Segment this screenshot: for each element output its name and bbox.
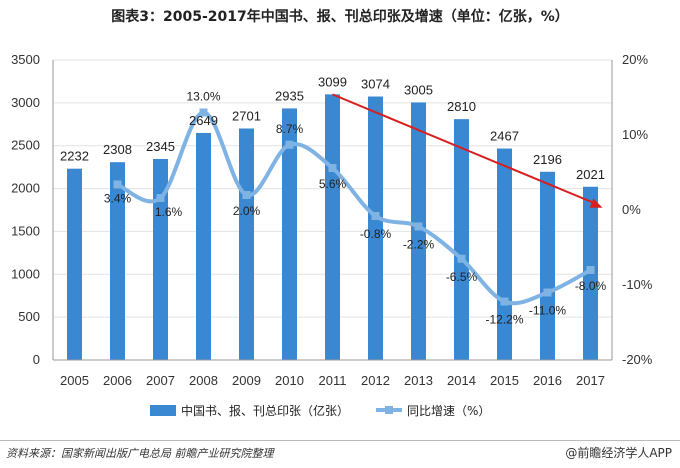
x-tick-label: 2009: [232, 373, 261, 388]
growth-rate-label: -12.2%: [485, 313, 523, 327]
chart: 2232 2308 2345 2649 2701 2935 3099 3074 3005 2810…: [11, 52, 653, 418]
legend-bar-swatch: [150, 405, 176, 416]
growth-rate-marker: [500, 297, 509, 306]
legend-bar-label: 中国书、报、刊总印张（亿张）: [181, 403, 349, 418]
bar-value-label: 2810: [447, 99, 476, 114]
growth-rate-marker: [113, 180, 122, 189]
growth-rate-marker: [328, 164, 337, 172]
growth-rate-label: -11.0%: [529, 304, 566, 318]
legend-line-marker: [385, 406, 393, 414]
bar: [325, 94, 340, 360]
growth-rate-marker: [414, 222, 423, 231]
x-tick-label: 2016: [533, 373, 562, 388]
growth-rate-marker: [285, 140, 294, 149]
trend-arrow-head: [589, 198, 603, 208]
growth-rate-label: 8.7%: [276, 122, 304, 136]
bar-value-label: 3074: [361, 77, 390, 92]
trend-arrow: [332, 93, 594, 204]
brand-credit: @前瞻经济学人APP: [565, 446, 672, 460]
legend-line-label: 同比增速（%）: [407, 404, 490, 418]
bar-value-label: 2308: [103, 142, 132, 157]
y-left-tick-label: 500: [18, 309, 40, 324]
footer-divider: [0, 440, 680, 441]
bar: [497, 148, 512, 360]
growth-rate-marker: [242, 191, 251, 199]
x-tick-label: 2005: [60, 373, 89, 388]
bar-value-label: 2649: [189, 113, 218, 128]
growth-rate-label: -6.5%: [446, 270, 478, 284]
bar-value-label: 3005: [404, 82, 433, 97]
bar-value-label: 2345: [146, 139, 175, 154]
bar: [196, 132, 211, 360]
growth-rate-label: 13.0%: [186, 90, 220, 104]
y-right-tick-label: -10%: [622, 277, 653, 292]
bar: [454, 119, 469, 361]
footer: 资料来源：国家新闻出版广电总局 前瞻产业研究院整理 @前瞻经济学人APP: [0, 440, 680, 468]
growth-rate-marker: [586, 266, 595, 274]
source-note: 资料来源：国家新闻出版广电总局 前瞻产业研究院整理: [6, 447, 274, 460]
bar: [110, 162, 125, 360]
growth-rate-label: -2.2%: [403, 238, 435, 252]
y-left-tick-label: 3000: [11, 95, 40, 110]
x-tick-label: 2017: [576, 373, 605, 388]
growth-rate-marker: [371, 212, 380, 220]
bar: [239, 128, 254, 360]
bar-value-label: 2021: [576, 167, 605, 182]
growth-rate-label: 5.6%: [319, 177, 347, 191]
growth-rate-marker: [543, 288, 552, 297]
growth-rate-label: 1.6%: [155, 205, 183, 219]
y-right-tick-label: 20%: [622, 52, 648, 67]
chart-title: 图表3：2005-2017年中国书、报、刊总印张及增速（单位：亿张，%）: [111, 9, 569, 25]
growth-rate-marker: [457, 254, 466, 263]
x-tick-label: 2008: [189, 373, 218, 388]
y-left-tick-label: 3500: [11, 52, 40, 67]
bar-value-label: 2701: [232, 108, 261, 123]
y-right-tick-label: 0%: [622, 202, 641, 217]
y-left-tick-label: 1500: [11, 223, 40, 238]
bar-value-label: 2467: [490, 129, 519, 144]
x-tick-label: 2013: [404, 373, 433, 388]
bar-value-label: 2196: [533, 152, 562, 167]
bar-value-label: 3099: [318, 74, 347, 89]
x-tick-label: 2012: [361, 373, 390, 388]
bar: [411, 102, 426, 360]
growth-rate-label: -8.0%: [575, 279, 607, 293]
bar: [67, 168, 82, 360]
y-left-tick-label: 2500: [11, 138, 40, 153]
bar: [153, 159, 168, 360]
y-right-tick-label: -20%: [622, 352, 653, 367]
y-left-tick-label: 1000: [11, 266, 40, 281]
growth-rate-marker: [199, 108, 208, 117]
growth-rate-label: -0.8%: [360, 227, 392, 241]
x-tick-label: 2010: [275, 373, 304, 388]
y-left-tick-label: 2000: [11, 181, 40, 196]
y-left-tick-label: 0: [33, 352, 40, 367]
x-tick-label: 2015: [490, 373, 519, 388]
bar: [540, 171, 555, 360]
growth-rate-marker: [156, 194, 165, 202]
bar-value-label: 2935: [275, 88, 304, 103]
x-tick-label: 2011: [319, 373, 347, 388]
bar: [368, 96, 383, 360]
x-tick-label: 2007: [146, 373, 175, 388]
growth-rate-label: 3.4%: [104, 192, 132, 206]
bar: [282, 108, 297, 360]
y-right-tick-label: 10%: [622, 127, 648, 142]
x-tick-label: 2006: [103, 373, 132, 388]
growth-rate-label: 2.0%: [233, 204, 261, 218]
bar-value-label: 2232: [60, 149, 89, 164]
x-tick-label: 2014: [447, 373, 476, 388]
